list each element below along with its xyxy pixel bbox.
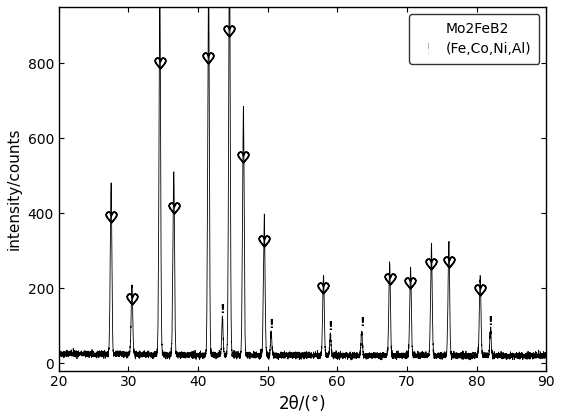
Text: !: ! xyxy=(359,316,365,329)
Text: !: ! xyxy=(488,315,493,328)
Legend: Mo2FeB2, (Fe,Co,Ni,Al): Mo2FeB2, (Fe,Co,Ni,Al) xyxy=(409,14,540,64)
Text: !: ! xyxy=(328,320,333,333)
Y-axis label: intensity/counts: intensity/counts xyxy=(7,128,22,250)
Text: !: ! xyxy=(268,318,274,331)
Text: !: ! xyxy=(220,303,225,316)
X-axis label: 2θ/(°): 2θ/(°) xyxy=(279,395,327,413)
